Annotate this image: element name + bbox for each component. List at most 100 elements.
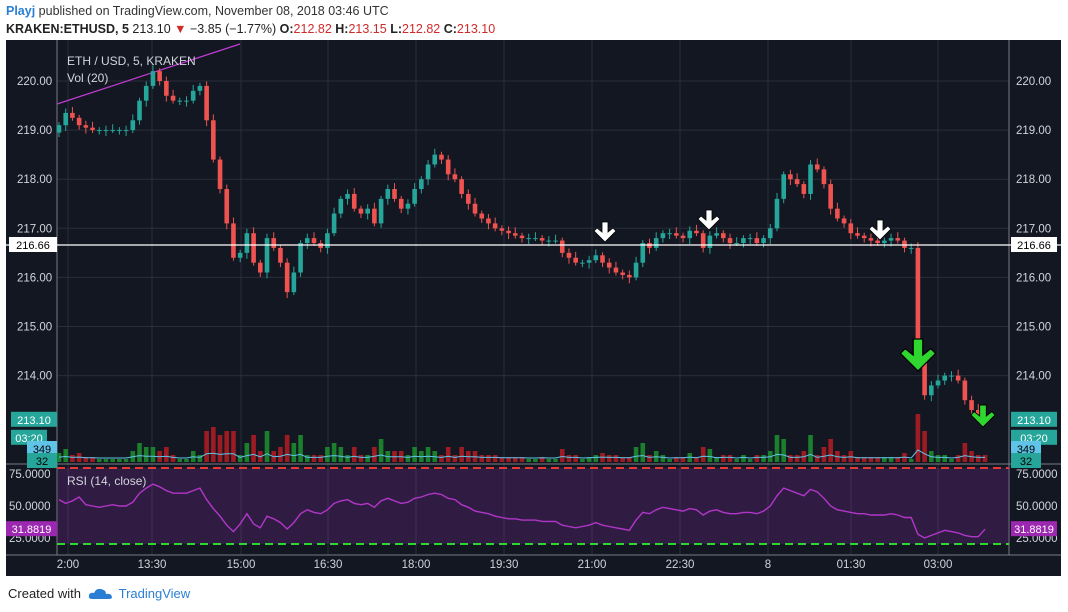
candle bbox=[211, 120, 216, 160]
volume-bar bbox=[868, 457, 874, 462]
candle bbox=[600, 255, 605, 263]
candle bbox=[492, 223, 498, 229]
down-arrow-icon[interactable] bbox=[899, 338, 937, 372]
volume-bar bbox=[774, 435, 780, 462]
candle bbox=[969, 400, 974, 410]
candle bbox=[955, 375, 961, 381]
volume-label-right-bg bbox=[1011, 453, 1041, 468]
volume-bar bbox=[580, 459, 585, 462]
volume-bar bbox=[734, 459, 740, 462]
down-arrow-icon[interactable] bbox=[970, 404, 996, 428]
candle bbox=[633, 262, 639, 278]
volume-bar bbox=[499, 457, 505, 462]
volume-bar bbox=[372, 447, 377, 462]
down-arrow-icon[interactable] bbox=[697, 209, 721, 231]
hline-label-right-bg bbox=[1011, 236, 1057, 252]
volume-bar bbox=[184, 459, 189, 462]
volume-bar bbox=[304, 455, 310, 462]
candle bbox=[855, 233, 860, 236]
volume-bar bbox=[915, 414, 921, 462]
volume-bar bbox=[606, 455, 612, 462]
volume-bar bbox=[593, 455, 599, 462]
time-tick-label: 15:00 bbox=[227, 559, 256, 571]
volume-bar bbox=[452, 455, 458, 462]
candle bbox=[123, 130, 129, 132]
time-tick-label: 19:30 bbox=[490, 559, 519, 571]
volume-bar bbox=[204, 431, 209, 462]
volume-bar bbox=[506, 457, 511, 462]
candle bbox=[466, 193, 471, 204]
candle bbox=[472, 203, 478, 214]
volume-bar bbox=[137, 443, 142, 462]
candle bbox=[110, 130, 115, 132]
candle bbox=[398, 198, 404, 209]
volume-bar bbox=[358, 455, 364, 462]
price-tick-label: 215.00 bbox=[17, 322, 52, 334]
volume-bar bbox=[955, 455, 961, 462]
candle bbox=[83, 125, 89, 128]
candle bbox=[177, 100, 183, 102]
candle bbox=[365, 208, 370, 214]
candle bbox=[922, 360, 927, 396]
chart-background bbox=[6, 40, 1061, 576]
volume-bar bbox=[962, 443, 968, 462]
volume-bar bbox=[211, 427, 216, 462]
candle bbox=[660, 233, 666, 239]
author-name[interactable]: Playj bbox=[6, 4, 36, 18]
volume-bar bbox=[264, 431, 270, 462]
candle bbox=[694, 230, 699, 234]
volume-bar bbox=[794, 455, 800, 462]
candle bbox=[56, 125, 62, 133]
candle bbox=[512, 233, 518, 236]
candle bbox=[975, 409, 981, 415]
candle bbox=[486, 218, 491, 224]
candle bbox=[372, 208, 377, 224]
candle bbox=[170, 95, 176, 101]
volume-bar bbox=[90, 457, 95, 462]
volume-bar bbox=[177, 459, 183, 462]
candle bbox=[627, 274, 632, 278]
rsi-label-right-bg bbox=[1011, 521, 1057, 537]
volume-bar bbox=[882, 457, 887, 462]
candle bbox=[150, 71, 156, 86]
volume-bar bbox=[170, 455, 176, 462]
tradingview-cloud-icon bbox=[88, 588, 112, 599]
time-tick-label: 18:00 bbox=[402, 559, 431, 571]
down-arrow-icon[interactable] bbox=[868, 219, 892, 241]
time-tick-label: 21:00 bbox=[578, 559, 607, 571]
volume-ma-label-right-bg bbox=[1011, 441, 1041, 456]
candle bbox=[311, 238, 317, 244]
volume-bar bbox=[533, 459, 538, 462]
candle bbox=[251, 233, 256, 263]
volume-bar bbox=[345, 455, 350, 462]
volume-bar bbox=[539, 457, 545, 462]
volume-bar bbox=[492, 455, 498, 462]
candle bbox=[70, 112, 75, 118]
candle bbox=[76, 117, 82, 126]
volume-bar bbox=[338, 447, 344, 462]
down-arrow-icon[interactable] bbox=[593, 221, 617, 243]
volume-bar bbox=[546, 459, 552, 462]
time-tick-label: 16:30 bbox=[314, 559, 343, 571]
candle bbox=[667, 233, 672, 235]
arrows[interactable] bbox=[593, 209, 996, 428]
candle bbox=[264, 238, 270, 273]
volume-bar bbox=[479, 455, 485, 462]
candle bbox=[962, 380, 968, 401]
candle bbox=[190, 90, 196, 101]
candle bbox=[674, 233, 679, 236]
volume-ma-line bbox=[58, 449, 985, 459]
rsi-tick-label: 75.0000 bbox=[1016, 469, 1058, 481]
last-price: 213.10 bbox=[132, 22, 171, 36]
close-value: 213.10 bbox=[456, 22, 496, 36]
tradingview-link[interactable]: TradingView bbox=[118, 586, 191, 601]
candle bbox=[888, 238, 894, 241]
price-tick-label: 215.00 bbox=[1016, 322, 1051, 334]
volume-bar bbox=[895, 457, 901, 462]
candle bbox=[620, 272, 625, 275]
candle bbox=[902, 240, 907, 248]
trend-line[interactable] bbox=[56, 43, 241, 105]
volume-bar bbox=[553, 459, 558, 462]
candle bbox=[553, 240, 558, 242]
